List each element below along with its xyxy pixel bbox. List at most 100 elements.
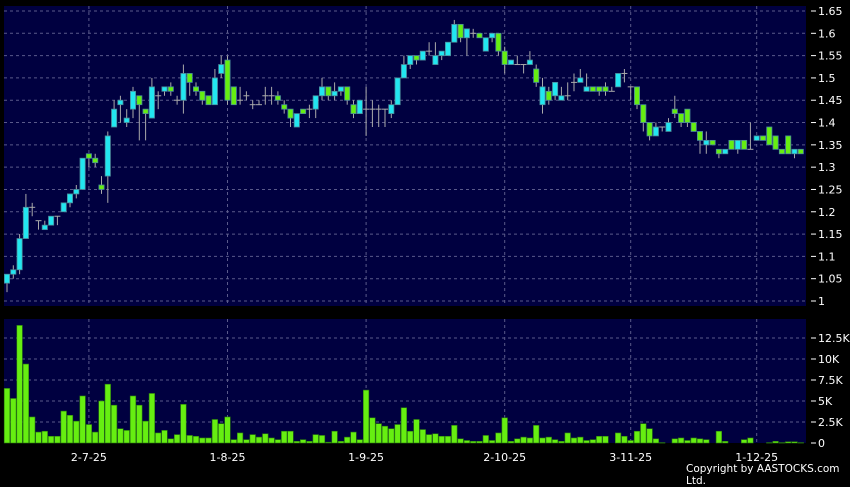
candle-down (741, 139, 748, 150)
candle-up (148, 86, 155, 119)
candle-up (489, 32, 496, 39)
candle-up (117, 99, 124, 106)
candle-up (444, 41, 451, 57)
candle-down (186, 73, 193, 83)
candle-up (419, 50, 426, 61)
volume-bar (438, 435, 445, 444)
candles (4, 19, 804, 293)
candle-up (218, 64, 225, 74)
volume-bar (312, 434, 319, 444)
volume-bar (526, 437, 533, 444)
candle-up (129, 90, 136, 110)
volume-bar (167, 438, 174, 444)
volume-bar (419, 429, 426, 444)
volume-bar (614, 432, 622, 444)
volume-bar (148, 393, 156, 444)
date-tick-label: 1-12-25 (735, 451, 778, 464)
volume-bar (243, 439, 250, 444)
volume-bar (659, 442, 666, 444)
volume-bar (192, 435, 200, 444)
candle-down (646, 122, 653, 137)
volume-bar (211, 419, 219, 444)
candle-down (697, 131, 704, 141)
candle-down (142, 108, 149, 115)
volume-bar (199, 437, 206, 444)
volume-bar (457, 438, 464, 444)
volume-bar (224, 416, 231, 444)
volume-bar (558, 441, 565, 444)
candle-up (22, 206, 29, 239)
candle-up (722, 148, 729, 155)
volume-bar (331, 430, 338, 444)
candle-up (703, 139, 710, 146)
candle-down (545, 90, 552, 101)
volume-bar (514, 438, 521, 444)
candle-up (753, 135, 760, 141)
candle-down (350, 104, 357, 115)
volume-bar (495, 432, 502, 444)
volume-tick-label: 0 (818, 437, 825, 450)
volume-bar (47, 435, 55, 444)
volume-bar (22, 363, 30, 444)
candle-down (92, 157, 99, 164)
price-tick-label: 1.15 (818, 228, 843, 241)
candle-down (602, 86, 609, 92)
volume-bar (596, 435, 603, 444)
price-tick-label: 1.3 (818, 161, 836, 174)
volume-bar (381, 425, 389, 444)
candle-down (589, 86, 596, 92)
candle-up (615, 73, 622, 88)
volume-bar (123, 430, 130, 444)
candle-down (281, 104, 288, 110)
candle-up (16, 238, 23, 271)
candle-up (507, 59, 514, 65)
volume-bar (388, 428, 395, 444)
volume-bar (344, 436, 351, 444)
volume-bar (501, 417, 508, 444)
candle-up (394, 77, 401, 106)
volume-bar (306, 441, 313, 444)
volume-bar (791, 441, 798, 444)
volume-bar (564, 432, 571, 444)
volume-bar (520, 436, 527, 444)
date-tick-label: 1-8-25 (210, 451, 246, 464)
candle-down (785, 135, 792, 155)
volume-bar (325, 441, 332, 444)
volume-bar (29, 416, 36, 444)
volume-bar (3, 388, 11, 444)
volume-bar (73, 420, 80, 444)
candle-up (67, 193, 74, 204)
volume-bar (10, 398, 17, 444)
candle-up (451, 23, 458, 43)
volume-bar (299, 439, 307, 444)
candle-up (60, 202, 67, 213)
volume-bar (407, 430, 414, 444)
volume-bar (66, 414, 74, 444)
candle-down (772, 135, 779, 150)
candle-down (728, 139, 735, 150)
volume-bar (180, 404, 187, 444)
candle-down (533, 68, 540, 83)
volume-bar (136, 404, 143, 444)
candle-up (400, 64, 407, 79)
volume-bar (230, 439, 237, 444)
candle-up (438, 50, 445, 57)
candle-down (678, 113, 685, 123)
volume-bar (545, 436, 552, 444)
volume-bar (703, 439, 710, 444)
volume-bar (533, 425, 540, 444)
volume-bar (507, 441, 515, 444)
volume-bar (129, 395, 137, 444)
volume-bar (281, 430, 288, 444)
candle-down (476, 32, 483, 39)
candle-up (482, 37, 489, 52)
volume-bar (337, 441, 345, 444)
price-tick-label: 1 (818, 295, 825, 308)
axes: 1 1.05 1.1 1.15 1.2 1.25 1.3 1.35 1.4 1.45 1.5 1.55… (71, 5, 850, 464)
volume-bar (772, 441, 779, 444)
candle-up (79, 157, 86, 190)
candle-down (596, 86, 603, 92)
date-tick-label: 2-10-25 (483, 451, 526, 464)
volume-bar (92, 431, 99, 444)
candle-up (161, 86, 168, 92)
